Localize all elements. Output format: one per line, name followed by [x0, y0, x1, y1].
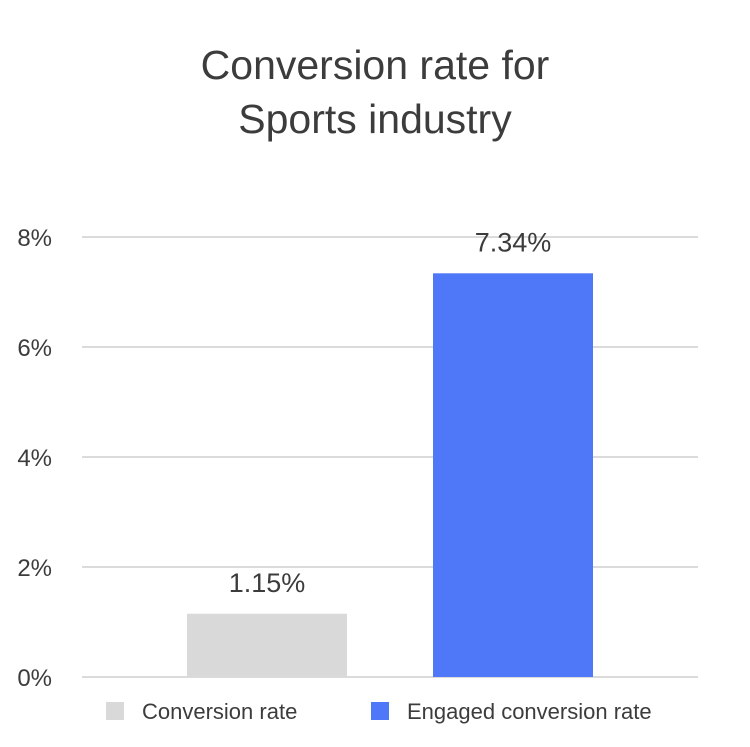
y-tick-label-8: 8% — [17, 225, 52, 252]
chart-title: Conversion rate for Sports industry — [0, 38, 750, 146]
bar-1-data-label: 1.15% — [229, 568, 306, 598]
legend-swatch-2 — [371, 702, 389, 720]
bar-2-data-label: 7.34% — [475, 227, 552, 257]
legend-label-1: Conversion rate — [142, 699, 297, 724]
y-tick-label-6: 6% — [17, 335, 52, 362]
chart-title-line-1: Conversion rate for — [200, 42, 550, 88]
y-tick-label-4: 4% — [17, 445, 52, 472]
bar-2 — [433, 273, 593, 677]
bar-1 — [187, 613, 347, 677]
y-tick-label-0: 0% — [17, 665, 52, 692]
legend-swatch-1 — [106, 702, 124, 720]
legend-label-2: Engaged conversion rate — [407, 699, 652, 724]
chart-title-line-2: Sports industry — [238, 96, 512, 142]
y-tick-label-2: 2% — [17, 555, 52, 582]
